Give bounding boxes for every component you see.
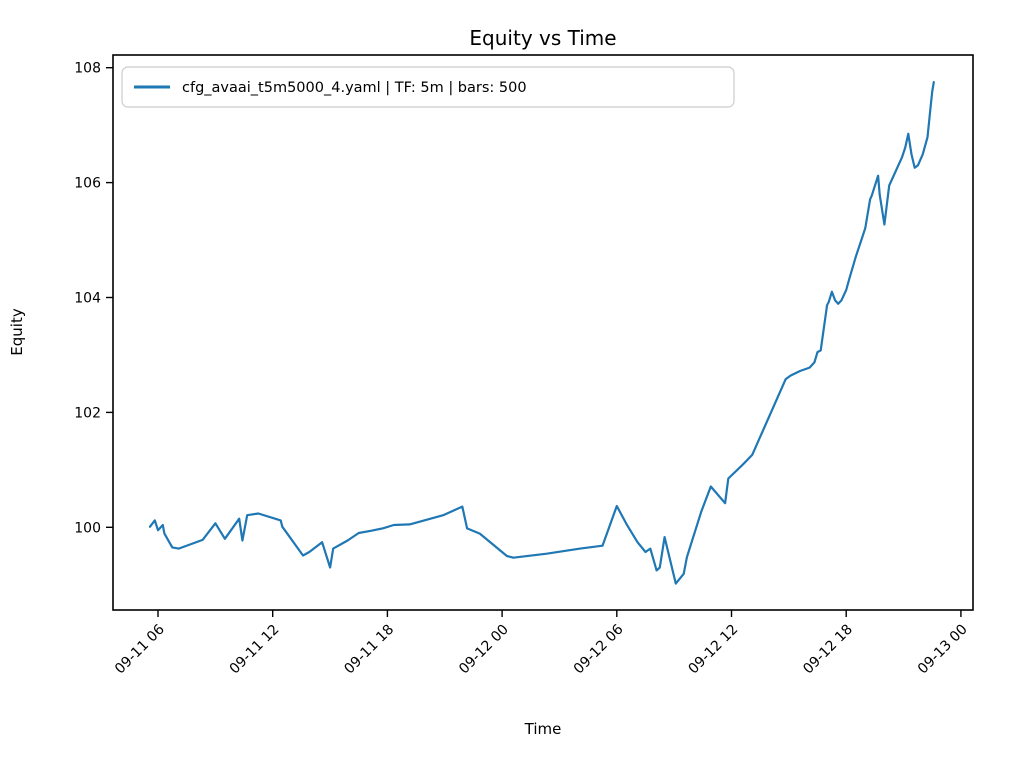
chart-title: Equity vs Time xyxy=(469,26,616,50)
y-axis-label: Equity xyxy=(8,308,26,356)
y-tick-label: 106 xyxy=(74,176,101,192)
plot-area: 09-11 06 09-11 12 09-11 18 09-12 00 09-12 06… xyxy=(74,61,970,678)
x-tick-label: 09-11 06 xyxy=(112,621,168,677)
y-tick-label: 102 xyxy=(74,405,101,421)
y-tick-label: 108 xyxy=(74,61,101,77)
x-tick-label: 09-12 18 xyxy=(800,622,856,678)
x-tick-label: 09-12 06 xyxy=(571,621,627,677)
x-tick-label: 09-12 12 xyxy=(686,622,742,678)
y-tick-label: 100 xyxy=(74,520,101,536)
x-tick-label: 09-12 00 xyxy=(456,622,512,678)
legend-box xyxy=(121,66,735,108)
legend: cfg_avaai_t5m5000_4.yaml | TF: 5m | bars… xyxy=(121,66,735,108)
legend-label: cfg_avaai_t5m5000_4.yaml | TF: 5m | bars… xyxy=(182,80,527,96)
x-axis-label: Time xyxy=(524,720,562,738)
x-tick-label: 09-13 00 xyxy=(915,622,971,678)
axes-frame xyxy=(112,54,974,611)
y-tick-label: 104 xyxy=(74,291,101,307)
equity-line xyxy=(148,81,935,585)
x-tick-label: 09-11 12 xyxy=(227,622,283,678)
x-tick-label: 09-11 18 xyxy=(341,622,397,678)
